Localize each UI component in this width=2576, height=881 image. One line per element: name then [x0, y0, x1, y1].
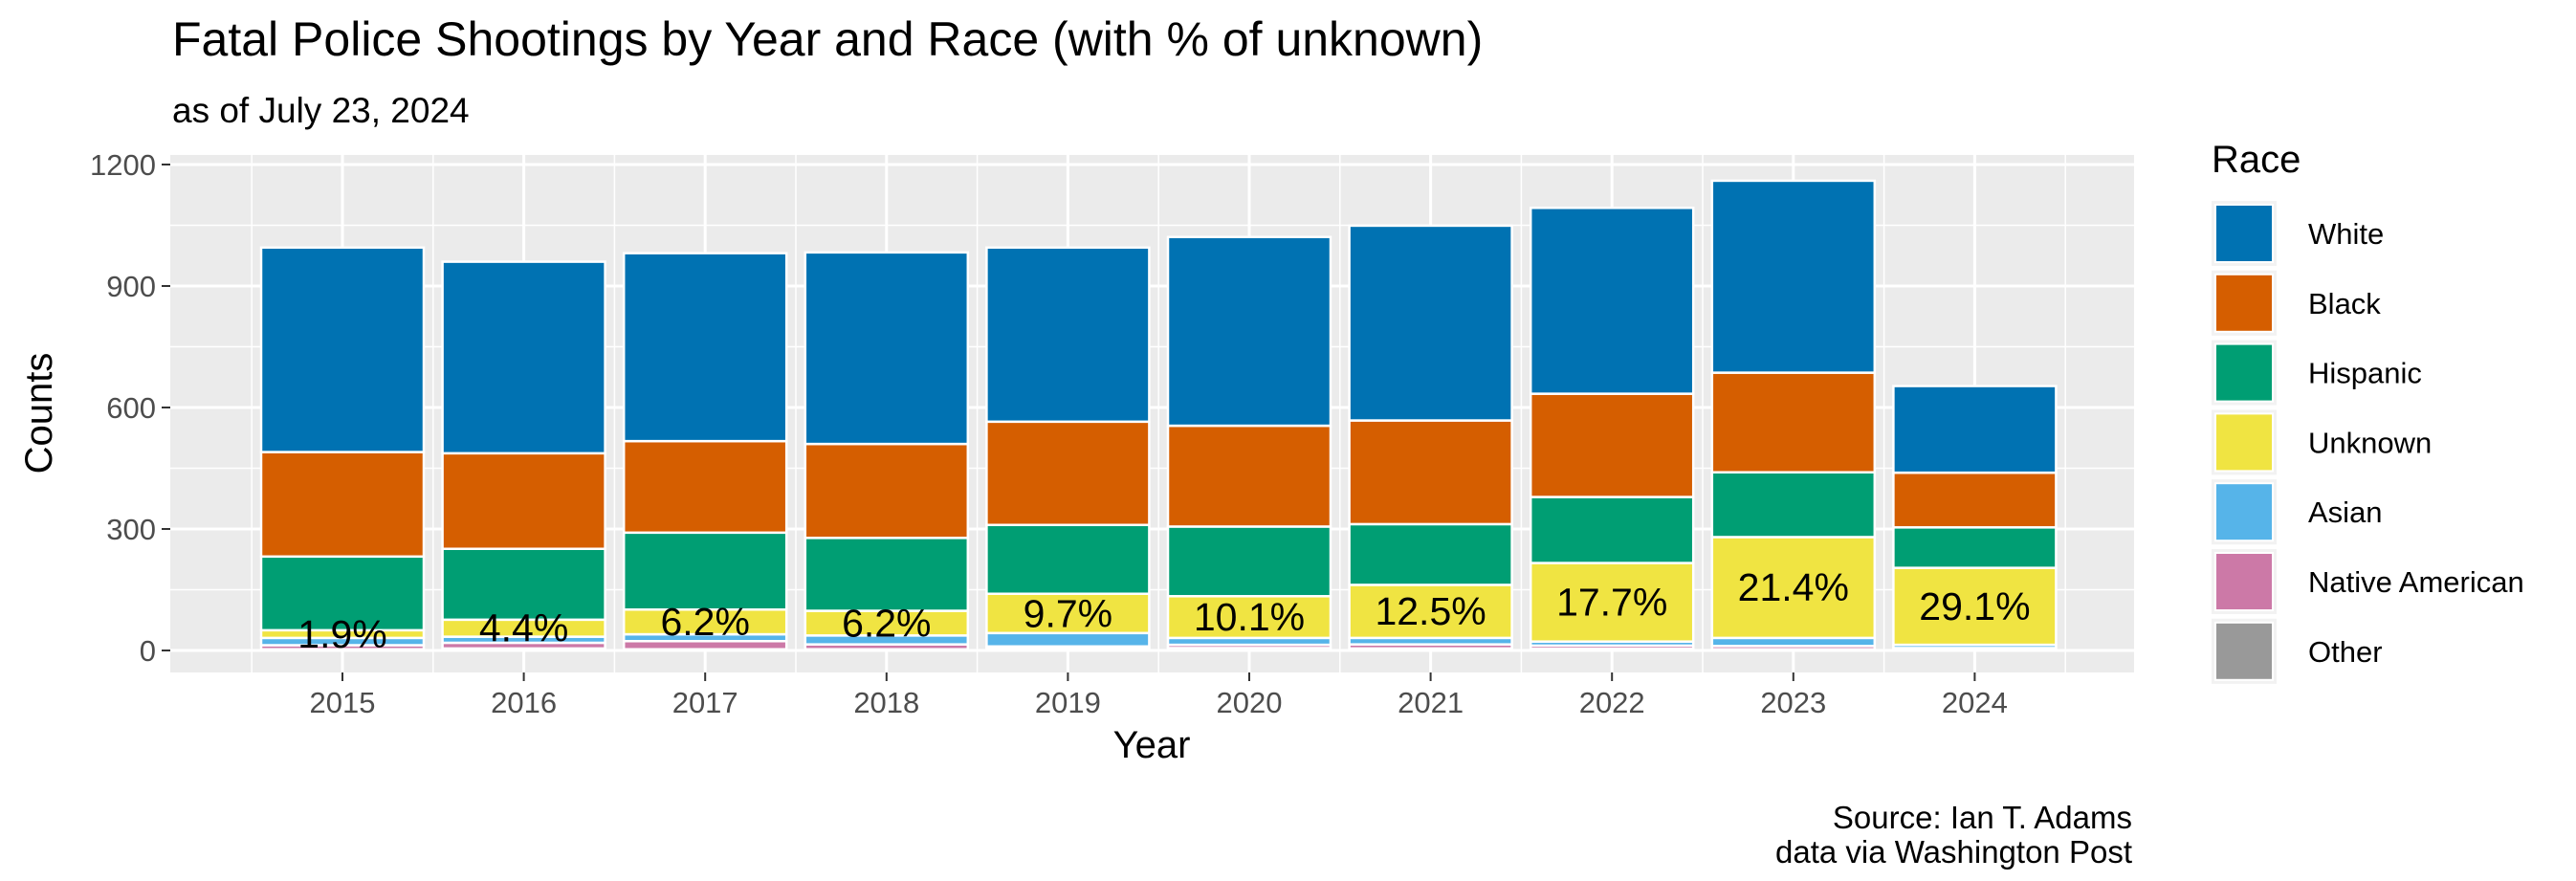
legend-swatch-native-american: [2214, 552, 2274, 611]
chart-title: Fatal Police Shootings by Year and Race …: [172, 12, 1483, 66]
bar-2017-black: [622, 439, 788, 535]
legend-label-asian: Asian: [2308, 496, 2383, 529]
bar-2017-unknown: [622, 607, 788, 636]
bar-2016-black: [441, 452, 606, 550]
bar-2017-white: [622, 252, 788, 443]
x-tick-label-2019: 2019: [1035, 686, 1101, 719]
bar-2020-hispanic: [1166, 525, 1332, 598]
bar-2024-white: [1892, 385, 2058, 474]
unknown-pct-label-2021: 12.5%: [1375, 589, 1486, 633]
bar-2024-black: [1892, 471, 2058, 529]
y-tick-label: 600: [106, 391, 156, 425]
x-tick-label-2017: 2017: [672, 686, 738, 719]
bar-2016-hispanic: [441, 547, 606, 622]
bar-2023-unknown: [1710, 536, 1877, 640]
y-tick-label: 0: [140, 634, 156, 668]
bar-2021-black: [1348, 419, 1513, 526]
bar-2021-white: [1348, 224, 1513, 422]
bar-2018-unknown: [804, 609, 970, 637]
bar-2023-asian: [1710, 636, 1877, 648]
bar-2019-hispanic: [985, 523, 1151, 595]
caption-line-1: Source: Ian T. Adams: [1833, 800, 2132, 835]
legend-label-black: Black: [2308, 287, 2381, 320]
legend: White Black Hispanic Unknown Asian Native Ame…: [2212, 201, 2524, 684]
y-tick-label: 300: [106, 513, 156, 546]
bar-2023-black: [1710, 371, 1877, 474]
legend-swatch-black: [2214, 273, 2274, 333]
bar-2022-hispanic: [1529, 496, 1695, 564]
unknown-pct-label-2024: 29.1%: [1919, 584, 2030, 628]
bar-2020-white: [1166, 235, 1332, 428]
x-tick-label-2016: 2016: [491, 686, 557, 719]
legend-label-unknown: Unknown: [2308, 426, 2432, 459]
x-tick-label-2021: 2021: [1398, 686, 1464, 719]
bar-2023-hispanic: [1710, 471, 1877, 539]
bar-2018-black: [804, 442, 970, 540]
x-tick-label-2015: 2015: [310, 686, 376, 719]
unknown-pct-label-2019: 9.7%: [1024, 591, 1112, 635]
bar-2019-white: [985, 246, 1151, 424]
bars: [259, 179, 2058, 652]
unknown-pct-label-2023: 21.4%: [1738, 565, 1849, 609]
unknown-percent-labels: 1.9% 4.4% 6.2% 6.2% 9.7% 10.1% 12.5% 17.7% 21.4%…: [297, 565, 2030, 656]
bar-2018-white: [804, 251, 970, 446]
legend-swatch-unknown: [2214, 412, 2274, 473]
legend-label-native-american: Native American: [2308, 565, 2524, 599]
bar-2015-hispanic: [259, 555, 426, 632]
bar-2021-hispanic: [1348, 522, 1513, 586]
bar-2023-white: [1710, 179, 1877, 374]
bar-2020-black: [1166, 424, 1332, 528]
bar-2015-black: [259, 451, 426, 559]
chart-subtitle: as of July 23, 2024: [172, 91, 470, 130]
legend-swatch-other: [2214, 621, 2274, 681]
unknown-pct-label-2016: 4.4%: [479, 606, 568, 650]
bar-2016-white: [441, 260, 606, 455]
bar-2024-hispanic: [1892, 526, 2058, 569]
unknown-pct-label-2022: 17.7%: [1556, 581, 1667, 625]
unknown-pct-label-2015: 1.9%: [297, 612, 386, 656]
bar-2018-hispanic: [804, 537, 970, 612]
legend-label-hispanic: Hispanic: [2308, 357, 2422, 390]
legend-label-white: White: [2308, 217, 2384, 251]
legend-swatch-hispanic: [2214, 342, 2274, 403]
bar-2020-unknown: [1166, 595, 1332, 640]
y-tick-label: 1200: [90, 148, 156, 182]
y-axis-label: Counts: [18, 353, 60, 474]
legend-label-other: Other: [2308, 635, 2383, 669]
unknown-pct-label-2020: 10.1%: [1194, 595, 1305, 639]
bar-2017-hispanic: [622, 531, 788, 611]
bar-2024-unknown: [1892, 566, 2058, 647]
x-axis: 2015 2016 2017 2018 2019 2020 2021 2022 2023 2024: [310, 672, 2008, 719]
x-axis-label: Year: [1113, 724, 1191, 766]
legend-title: Race: [2212, 139, 2301, 181]
x-tick-label-2020: 2020: [1217, 686, 1283, 719]
bar-2022-black: [1529, 392, 1695, 498]
bar-2015-white: [259, 246, 426, 453]
x-tick-label-2018: 2018: [853, 686, 919, 719]
bar-2019-black: [985, 420, 1151, 527]
bar-2022-white: [1529, 207, 1695, 395]
unknown-pct-label-2017: 6.2%: [660, 600, 749, 644]
y-axis: 0 300 600 900 1200: [90, 148, 170, 668]
unknown-pct-label-2018: 6.2%: [842, 601, 931, 645]
x-tick-label-2023: 2023: [1760, 686, 1826, 719]
legend-swatch-asian: [2214, 482, 2274, 542]
y-tick-label: 900: [106, 270, 156, 303]
x-tick-label-2022: 2022: [1579, 686, 1645, 719]
caption-line-2: data via Washington Post: [1775, 834, 2132, 870]
legend-swatch-white: [2214, 204, 2274, 263]
x-tick-label-2024: 2024: [1942, 686, 2008, 719]
